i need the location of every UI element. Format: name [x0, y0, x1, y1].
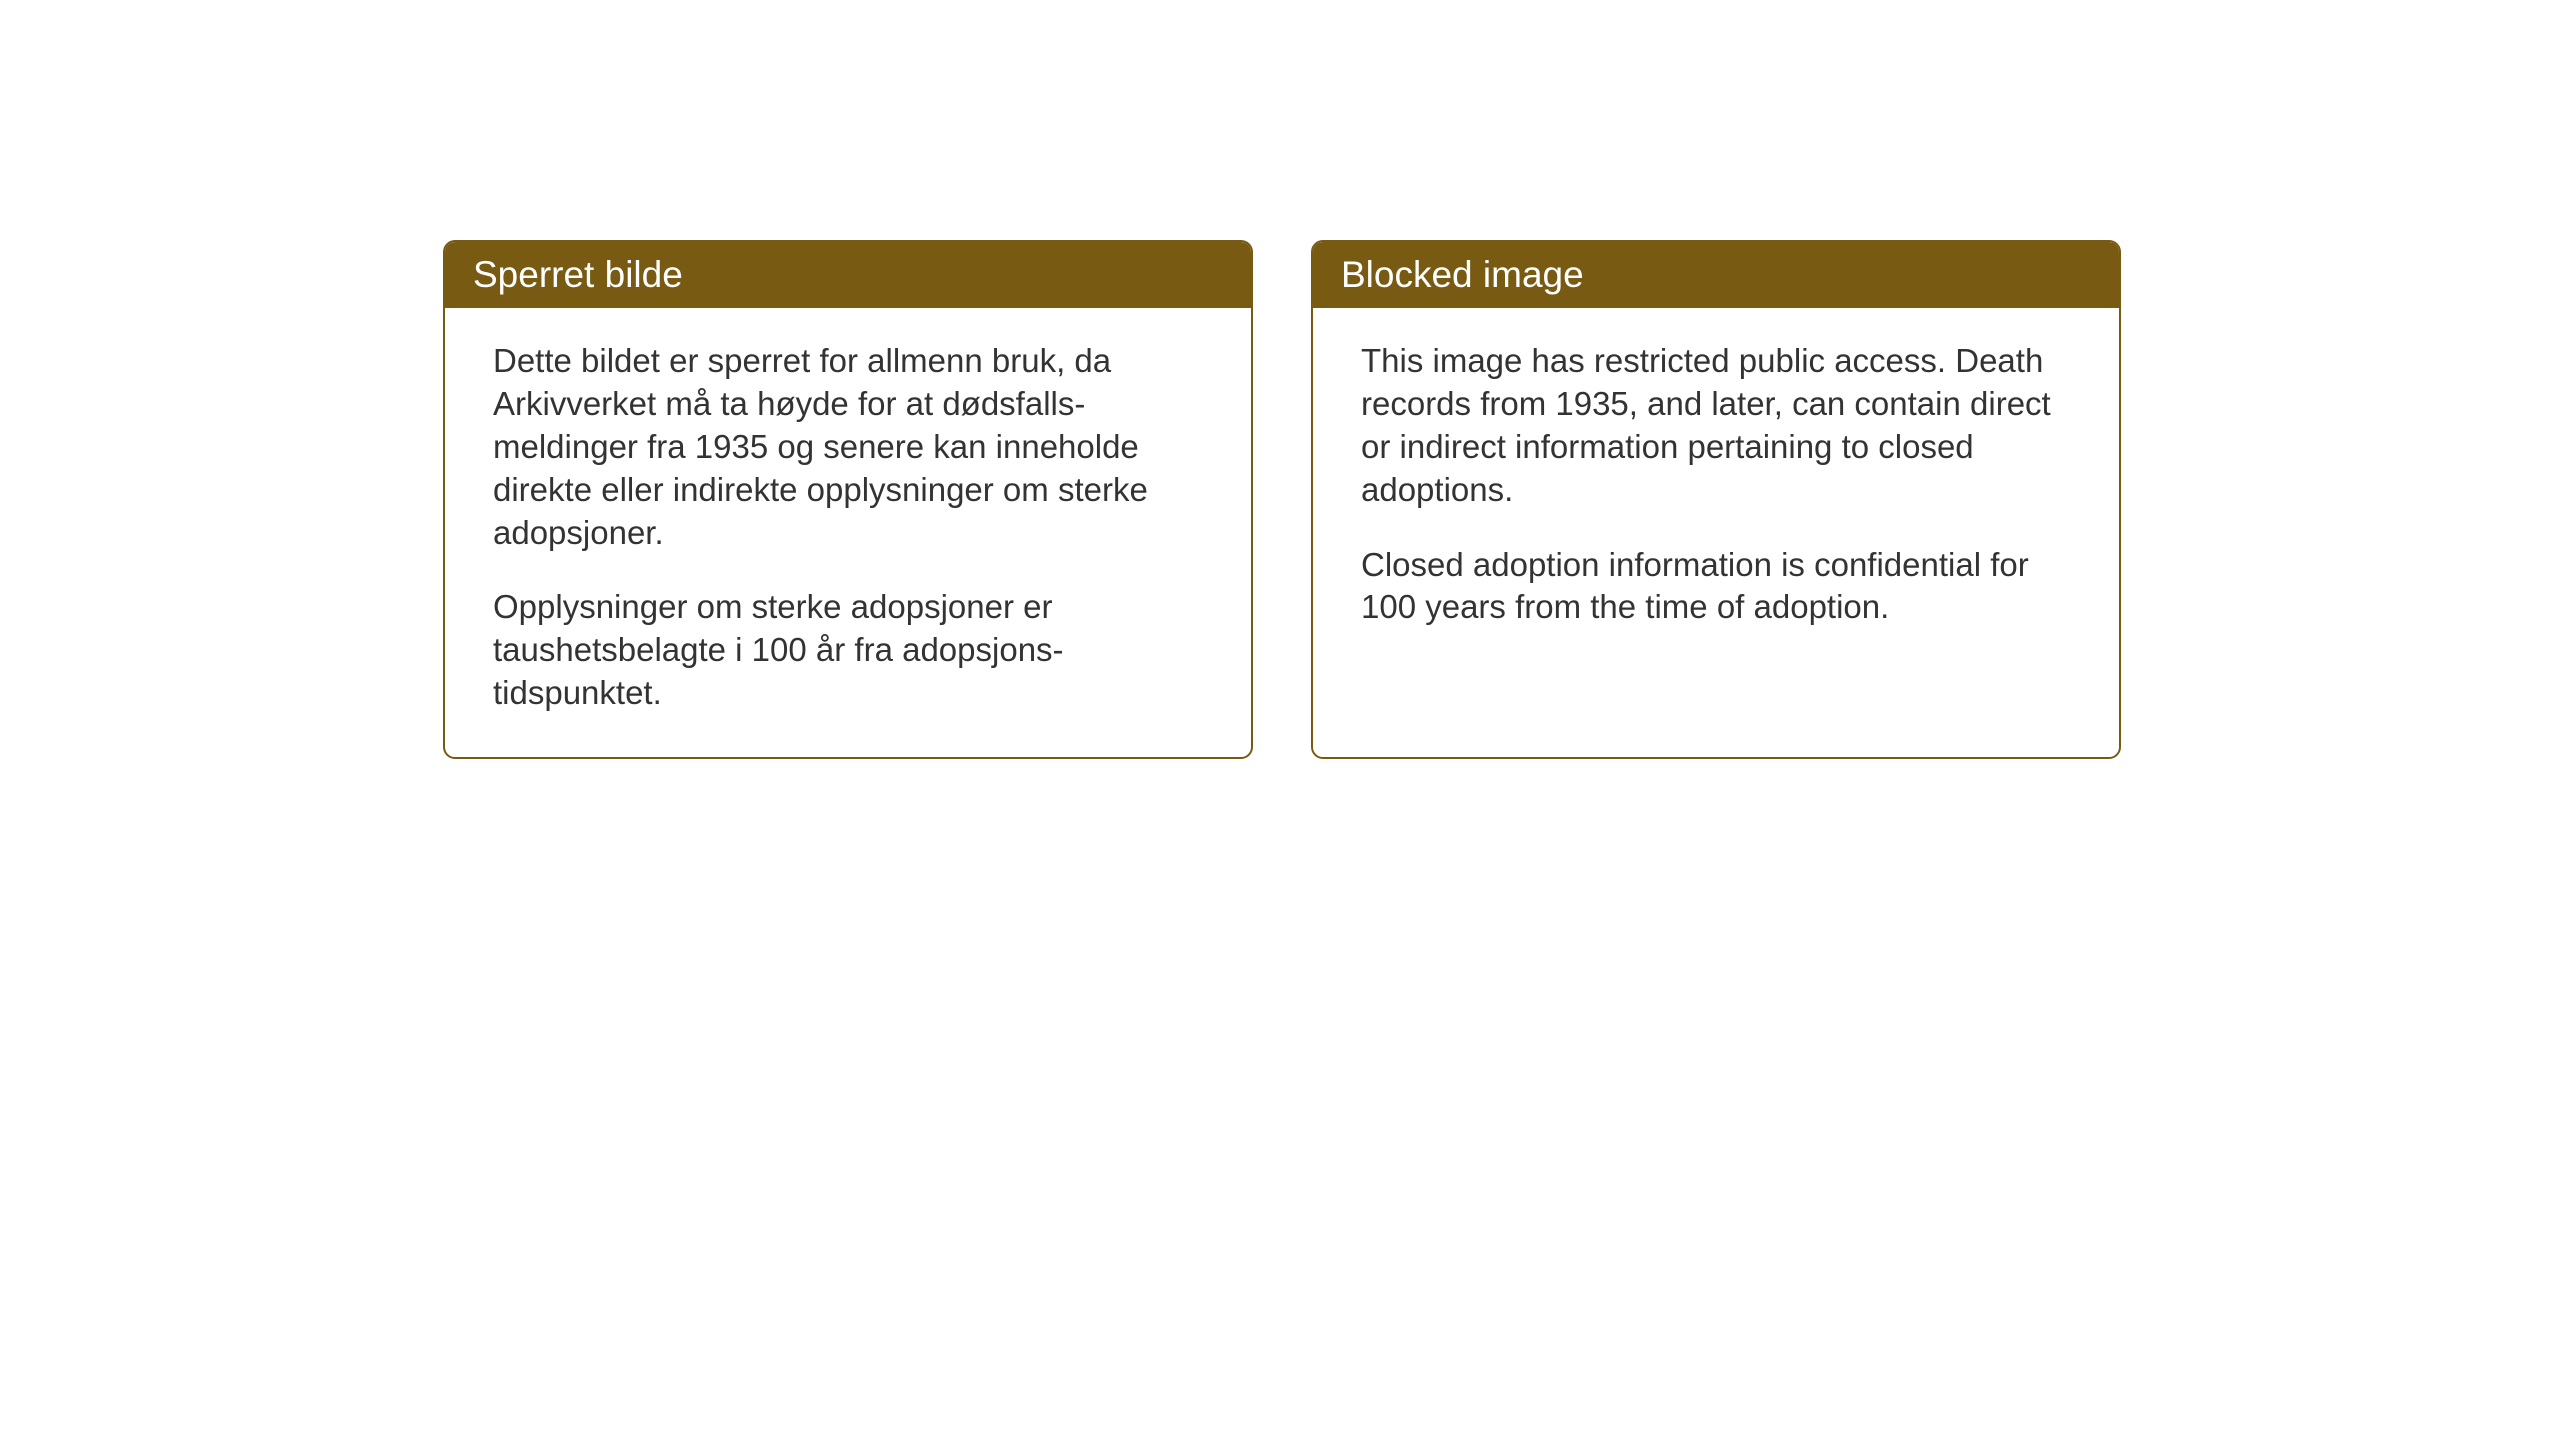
norwegian-card-title: Sperret bilde	[445, 242, 1251, 308]
english-card-title: Blocked image	[1313, 242, 2119, 308]
norwegian-paragraph-2: Opplysninger om sterke adopsjoner er tau…	[493, 586, 1203, 715]
notice-container: Sperret bilde Dette bildet er sperret fo…	[443, 240, 2121, 759]
norwegian-card-body: Dette bildet er sperret for allmenn bruk…	[445, 308, 1251, 757]
english-notice-card: Blocked image This image has restricted …	[1311, 240, 2121, 759]
norwegian-paragraph-1: Dette bildet er sperret for allmenn bruk…	[493, 340, 1203, 554]
english-paragraph-1: This image has restricted public access.…	[1361, 340, 2071, 512]
norwegian-notice-card: Sperret bilde Dette bildet er sperret fo…	[443, 240, 1253, 759]
english-paragraph-2: Closed adoption information is confident…	[1361, 544, 2071, 630]
english-card-body: This image has restricted public access.…	[1313, 308, 2119, 671]
